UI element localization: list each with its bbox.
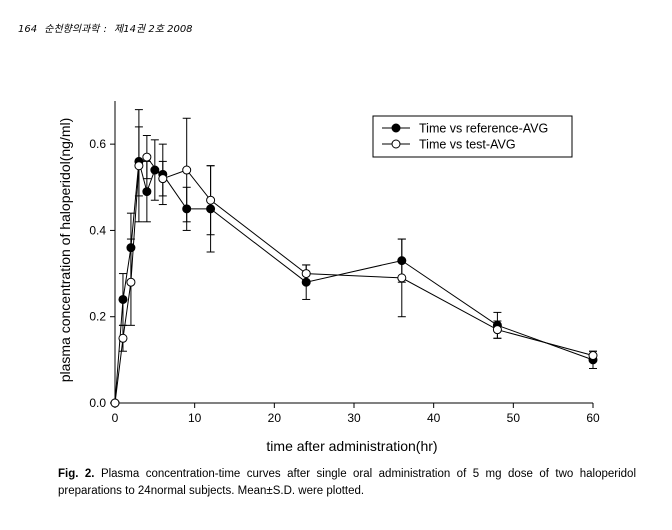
legend-marker <box>391 139 401 149</box>
x-tick-label: 30 <box>347 411 361 425</box>
data-point <box>492 325 502 335</box>
data-point <box>206 195 216 205</box>
series-2 <box>110 109 598 408</box>
legend: Time vs reference-AVG Time vs test-AVG <box>372 115 573 158</box>
legend-label: Time vs reference-AVG <box>419 122 548 136</box>
data-point <box>110 398 120 408</box>
x-tick-label: 40 <box>427 411 441 425</box>
y-tick-label: 0.0 <box>89 396 106 410</box>
data-point <box>301 269 311 279</box>
legend-marker <box>391 123 401 133</box>
y-tick-label: 0.2 <box>89 310 106 324</box>
journal-issue: 제14권 2호 2008 <box>114 24 193 35</box>
legend-label: Time vs test-AVG <box>419 138 516 152</box>
pk-curve-chart: 0 10 20 30 40 50 60 0.0 0.2 0.4 0.6 time after admi… <box>57 101 600 454</box>
series-line <box>114 156 594 404</box>
data-point <box>126 277 136 287</box>
y-axis-title: plasma concentration of haloperidol(ng/m… <box>57 118 73 383</box>
legend-box <box>372 115 573 158</box>
x-tick-label: 20 <box>268 411 282 425</box>
running-header: 164 순천향의과학: 제14권 2호 2008 <box>18 24 193 35</box>
x-tick-label: 10 <box>188 411 202 425</box>
data-point <box>118 333 128 343</box>
x-axis-title: time after administration(hr) <box>266 438 437 454</box>
y-tick-label: 0.4 <box>89 223 106 237</box>
figure-caption: Fig. 2. Plasma concentration-time curves… <box>58 466 636 500</box>
data-point <box>588 351 598 361</box>
y-tick-label: 0.6 <box>89 137 106 151</box>
axes: 0 10 20 30 40 50 60 0.0 0.2 0.4 0.6 time after admi… <box>57 101 600 454</box>
journal-name: 순천향의과학 <box>44 24 100 35</box>
data-point <box>150 165 160 175</box>
x-tick-label: 60 <box>586 411 600 425</box>
data-point <box>397 273 407 283</box>
page-number: 164 <box>18 24 38 35</box>
figure-label: Fig. 2. <box>58 468 95 480</box>
data-point <box>134 161 144 171</box>
x-tick-label: 0 <box>112 411 119 425</box>
data-point <box>142 152 152 162</box>
x-tick-label: 50 <box>507 411 521 425</box>
data-point <box>158 174 168 184</box>
data-point <box>142 187 152 197</box>
data-point <box>118 294 128 304</box>
figure-caption-text: Plasma concentration-time curves after s… <box>58 468 637 497</box>
series-layer <box>110 109 598 408</box>
data-point <box>182 165 192 175</box>
